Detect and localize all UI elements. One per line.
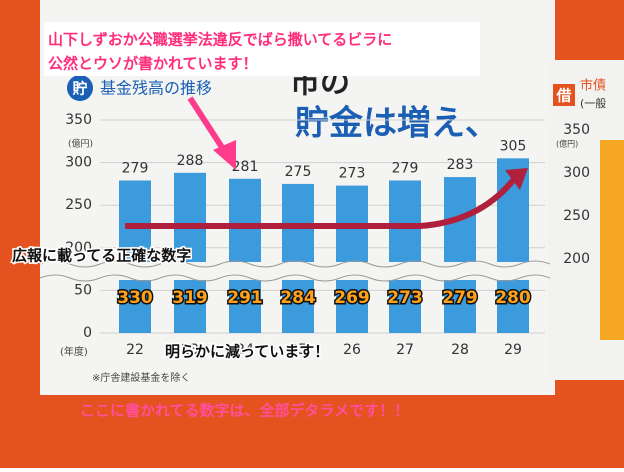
headline: 貯金は増え、 <box>295 104 499 144</box>
side-subtitle: (一般 <box>580 97 606 110</box>
annotation-decrease: 明らかに減っています！ <box>165 343 329 361</box>
side-icon: 借 <box>555 87 571 105</box>
accurate-value: 279 <box>442 288 478 308</box>
y-tick-label: 250 <box>65 197 92 213</box>
x-tick-label: 23 <box>181 342 199 358</box>
accurate-values: 330 319 291 284 269 273 279 280 <box>116 287 533 310</box>
y-tick-label: 350 <box>65 112 92 128</box>
x-tick-label: 28 <box>451 342 469 358</box>
accurate-value: 273 <box>387 288 423 308</box>
break-wave <box>39 260 551 268</box>
note: ※庁舎建設基金を除く <box>92 371 190 384</box>
value-label: 283 <box>447 157 474 173</box>
side-axis: 350 300 250 200 <box>563 122 590 267</box>
bar <box>444 177 476 333</box>
bar <box>282 183 314 333</box>
x-tick-label: 22 <box>126 342 144 358</box>
title-icon: 貯 <box>72 80 87 98</box>
pointer-arrow-head <box>213 140 236 170</box>
accurate-value: 280 <box>495 288 531 308</box>
bar <box>336 185 368 333</box>
accurate-value: 330 <box>117 288 153 308</box>
annotation-box <box>44 22 480 76</box>
x-tick-label: 24 <box>236 342 254 358</box>
x-tick-label: 25 <box>289 342 307 358</box>
break-wave <box>39 274 551 282</box>
bar <box>497 158 529 333</box>
side-y-unit: (億円) <box>556 139 578 149</box>
trend-arrow <box>125 176 518 229</box>
value-label: 273 <box>339 166 366 182</box>
plot: 0502002503003502227923288242812527526273… <box>65 112 545 358</box>
y-unit: (億円) <box>68 138 93 150</box>
x-unit: (年度) <box>60 345 88 358</box>
side-icon-bg <box>553 84 575 106</box>
title-icon-bg <box>67 75 93 101</box>
y-tick-label: 0 <box>83 325 92 341</box>
annotation-bottom: ここに書かれてる数字は、全部デタラメです！！ <box>80 402 409 420</box>
x-tick-label: 29 <box>504 342 522 358</box>
y-tick-label: 300 <box>65 155 92 171</box>
chart-title: 基金残高の推移 <box>100 79 212 98</box>
side-title: 市債 <box>580 78 606 94</box>
bar <box>174 172 206 333</box>
y-tick-label: 200 <box>65 240 92 256</box>
annotation-top: 山下しずおか公職選挙法違反でばら撒いてるビラに <box>48 31 392 49</box>
side-bar <box>600 140 624 340</box>
bar <box>389 180 421 333</box>
value-label: 279 <box>122 160 149 176</box>
bar <box>229 178 261 333</box>
side-y-tick-label: 350 <box>563 122 590 138</box>
accurate-value: 291 <box>227 288 263 308</box>
value-label: 288 <box>177 153 204 169</box>
value-label: 305 <box>500 138 527 154</box>
pointer-arrow <box>187 96 228 154</box>
trend-arrow-head <box>505 168 528 190</box>
annotation-accurate-label: 広報に載ってる正確な数字 <box>12 247 191 265</box>
accurate-value: 269 <box>334 288 370 308</box>
side-y-tick-label: 200 <box>563 251 590 267</box>
x-tick-label: 26 <box>343 342 361 358</box>
value-label: 279 <box>392 160 419 176</box>
accurate-value: 319 <box>172 288 208 308</box>
side-y-tick-label: 250 <box>563 208 590 224</box>
annotation-top: 公然とウソが書かれています！ <box>48 55 258 73</box>
y-tick-label: 50 <box>74 282 92 298</box>
value-label: 275 <box>285 164 312 180</box>
x-tick-label: 27 <box>396 342 414 358</box>
axis-break <box>40 262 550 280</box>
value-label: 281 <box>232 159 259 175</box>
side-y-tick-label: 300 <box>563 165 590 181</box>
accurate-value: 284 <box>280 288 316 308</box>
bar <box>119 180 151 333</box>
